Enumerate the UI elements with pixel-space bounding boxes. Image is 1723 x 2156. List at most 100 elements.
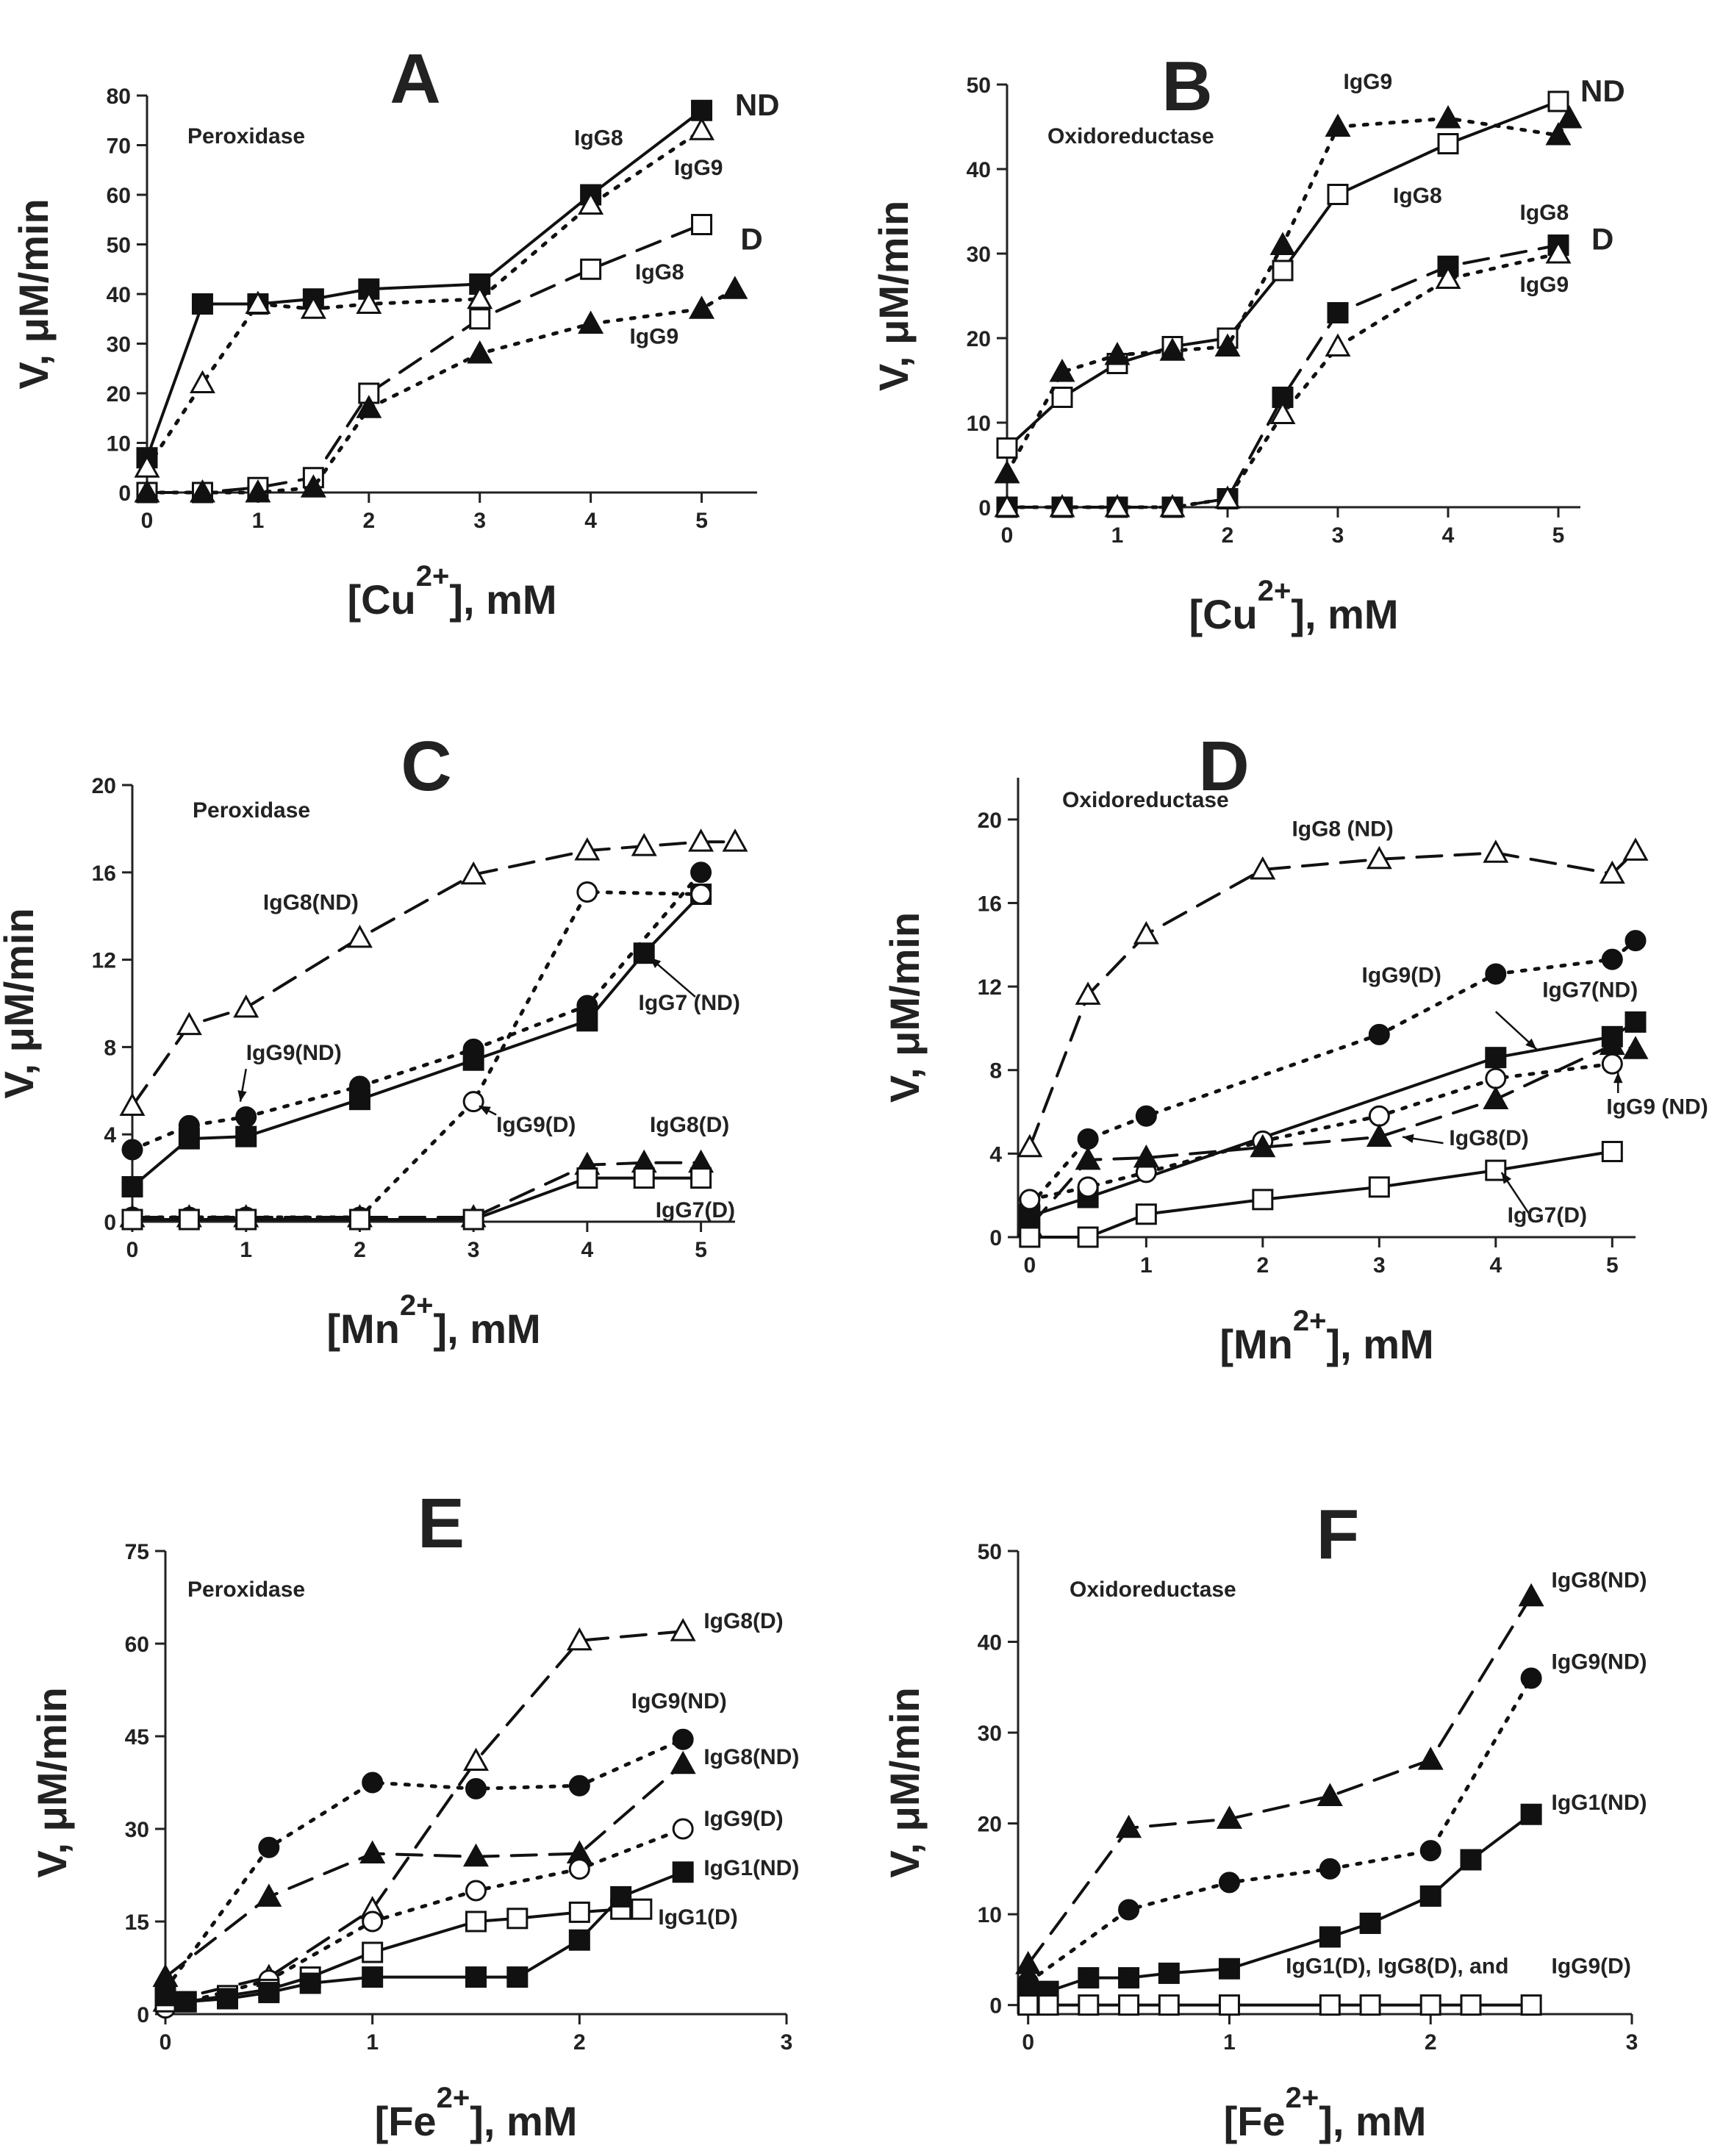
data-point <box>189 479 215 503</box>
data-point <box>672 1728 694 1750</box>
y-tick-label: 4 <box>104 1123 116 1147</box>
data-point <box>1520 1803 1542 1825</box>
y-axis-label: V, μM/min <box>29 1687 75 1877</box>
annotation-label: IgG1(D) <box>658 1905 737 1930</box>
data-point <box>633 1167 655 1189</box>
x-tick-label: 3 <box>1332 523 1344 548</box>
series-igg7-d <box>121 1167 712 1231</box>
data-point <box>722 276 748 299</box>
data-point <box>1483 839 1509 863</box>
series-igg8-nd <box>1017 837 1649 1158</box>
series-line <box>1006 243 1560 509</box>
x-tick-label: 2 <box>362 509 375 533</box>
series-line <box>1026 1594 1533 1966</box>
y-axis-label: V, μM/min <box>10 198 57 389</box>
data-point <box>235 1106 257 1128</box>
data-point <box>1599 860 1625 884</box>
data-point <box>1017 1133 1043 1158</box>
series-line <box>130 890 703 1220</box>
x-tick-label: 1 <box>252 509 265 533</box>
data-point <box>1017 1994 1039 2016</box>
x-tick-label: 1 <box>240 1238 252 1262</box>
y-tick-label: 16 <box>92 862 116 886</box>
series-igg8-nd <box>119 828 748 1117</box>
data-point <box>1327 302 1349 323</box>
data-point <box>1250 1133 1276 1158</box>
data-point <box>119 1092 146 1117</box>
data-point <box>506 1908 529 1930</box>
annotation-label: IgG9 <box>1344 70 1393 94</box>
data-point <box>568 1858 590 1880</box>
annotation-label: D <box>1591 221 1613 256</box>
panel-F: F 0 10 20 30 40 50 0 1 2 3 Oxidoreductase IgG8(ND) Ig… <box>881 1495 1647 2144</box>
data-point <box>1269 401 1296 424</box>
panel-title: Oxidoreductase <box>1062 788 1229 812</box>
y-tick-label: 70 <box>107 135 131 159</box>
annotation-label: IgG1(ND) <box>1551 1791 1647 1815</box>
data-point <box>462 1208 484 1231</box>
data-point <box>670 1750 696 1774</box>
data-point <box>1485 963 1507 985</box>
data-point <box>1216 1805 1242 1829</box>
series-line <box>145 287 737 495</box>
data-point <box>134 454 160 478</box>
annotation-label: IgG9(ND) <box>246 1041 342 1065</box>
series-igg9-nd <box>134 117 715 478</box>
data-point <box>1051 387 1073 408</box>
y-tick-label: 0 <box>989 1226 1002 1250</box>
annotation-arrowhead <box>1403 1133 1414 1144</box>
series-line <box>131 1161 703 1220</box>
data-point <box>610 1885 632 1908</box>
x-tick-label: 3 <box>473 509 486 533</box>
data-point <box>121 1208 143 1231</box>
series-line <box>1028 849 1637 1149</box>
x-tick-label: 0 <box>160 2030 172 2055</box>
y-tick-label: 30 <box>125 1818 149 1842</box>
annotation-label: IgG7 (ND) <box>638 991 739 1015</box>
series-igg7-nd <box>1019 1011 1647 1228</box>
data-point <box>1625 930 1647 952</box>
series-igg8-nd <box>136 99 713 469</box>
annotation-label: IgG7(D) <box>1508 1203 1587 1228</box>
data-point <box>1133 921 1159 945</box>
data-point <box>568 1901 590 1923</box>
annotation-label: IgG9 <box>674 156 723 180</box>
data-point <box>258 1982 280 2004</box>
x-tick-label: 5 <box>695 509 708 533</box>
y-tick-label: 4 <box>989 1142 1002 1167</box>
annotation-arrowhead <box>479 1106 491 1115</box>
data-point <box>462 1049 484 1071</box>
data-point <box>578 191 604 215</box>
data-point <box>1437 133 1459 154</box>
data-point <box>465 1880 487 1902</box>
series-line <box>145 128 704 470</box>
data-point <box>469 308 491 330</box>
x-tick-label: 4 <box>581 1238 594 1262</box>
data-point <box>1601 948 1623 970</box>
data-point <box>1518 1583 1544 1607</box>
series-igg8-d <box>136 214 713 504</box>
y-tick-label: 0 <box>104 1211 116 1235</box>
y-tick-label: 0 <box>137 2003 149 2027</box>
data-point <box>1118 1967 1140 1989</box>
data-point <box>358 278 380 300</box>
data-point <box>1599 1031 1625 1056</box>
data-point <box>1483 1086 1509 1109</box>
series-igg7-d <box>1019 1141 1623 1248</box>
annotation-label: IgG8(D) <box>650 1113 729 1137</box>
series-line <box>163 1827 685 2010</box>
series-igg9-d <box>134 276 748 503</box>
data-point <box>121 1175 143 1197</box>
y-tick-label: 60 <box>107 184 131 208</box>
data-point <box>506 1966 529 1988</box>
data-point <box>578 310 604 334</box>
series-igg8-nd <box>1015 1583 1544 1974</box>
annotation-label: IgG8 <box>1520 201 1569 225</box>
annotation-arrowhead <box>237 1090 247 1102</box>
data-point <box>1104 341 1131 365</box>
data-point <box>689 296 715 319</box>
data-point <box>1135 1105 1157 1127</box>
y-tick-label: 40 <box>967 158 991 182</box>
x-axis-label: [Fe2+], mM <box>1224 2082 1427 2144</box>
